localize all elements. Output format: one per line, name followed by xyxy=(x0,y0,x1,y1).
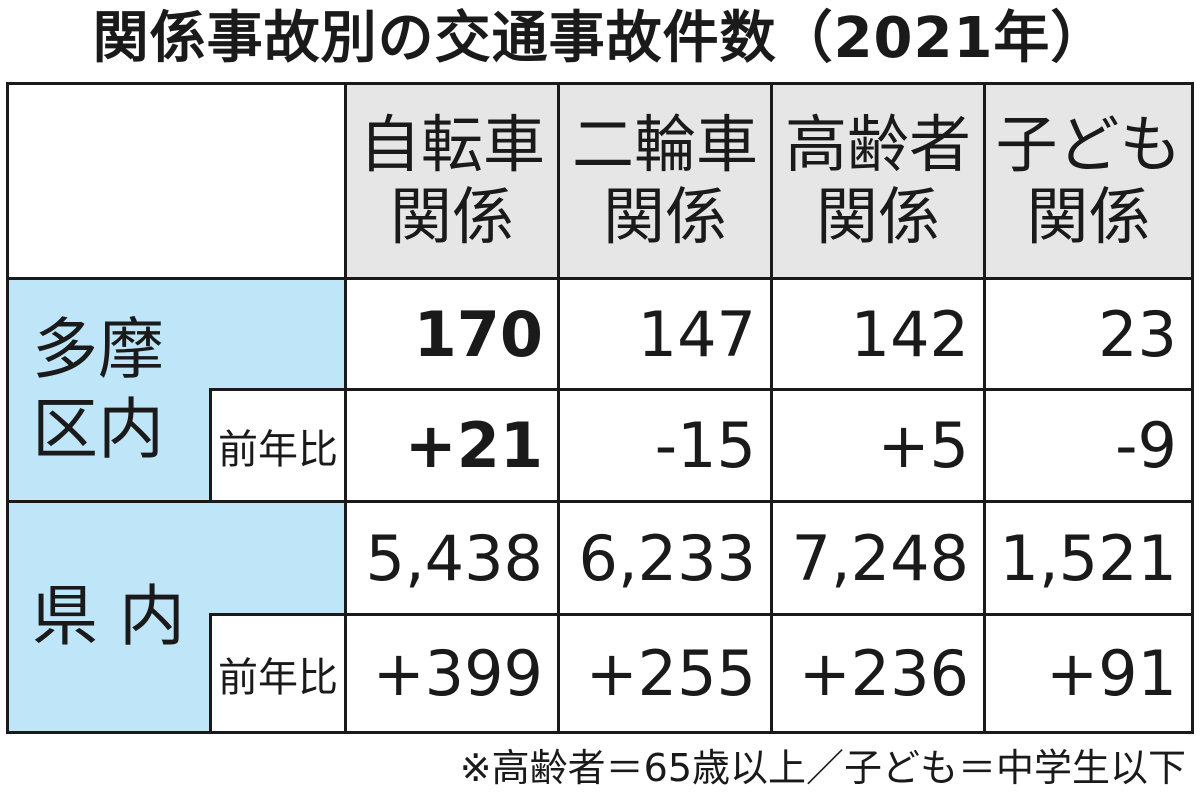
cell-value: 170 xyxy=(413,297,543,371)
table-cell: +399 xyxy=(344,613,560,734)
header-elderly: 高齢者 関係 xyxy=(770,82,986,280)
table-cell: 147 xyxy=(557,277,773,391)
header-line2: 関係 xyxy=(1026,180,1151,253)
region-ken-label: 県 内 xyxy=(32,500,185,734)
table-cell: 7,248 xyxy=(770,500,986,616)
header-line1: 自転車 xyxy=(358,108,545,181)
cell-value: +399 xyxy=(372,637,543,710)
header-line1: 子ども xyxy=(995,108,1182,181)
table-cell: 170 xyxy=(344,277,560,391)
cell-value: 23 xyxy=(1098,297,1177,371)
table-cell: 23 xyxy=(983,277,1194,391)
table-cell: +21 xyxy=(344,388,560,503)
region-label-line2: 区内 xyxy=(32,391,164,468)
cell-value: +5 xyxy=(877,409,969,482)
header-line2: 関係 xyxy=(815,180,940,253)
cell-value: +255 xyxy=(585,637,756,710)
table-cell: 1,521 xyxy=(983,500,1194,616)
corner-cell xyxy=(6,82,347,280)
cell-value: -9 xyxy=(1115,409,1177,482)
table-cell: +5 xyxy=(770,388,986,503)
accident-table: 自転車 関係 二輪車 関係 高齢者 関係 子ども 関係 多摩 区内 前年比 17… xyxy=(6,82,1194,734)
cell-value: +91 xyxy=(1046,637,1177,710)
table-cell: +236 xyxy=(770,613,986,734)
cell-value: 6,233 xyxy=(578,521,757,595)
page-title: 関係事故別の交通事故件数（2021年） xyxy=(92,6,1108,71)
header-bicycle: 自転車 関係 xyxy=(344,82,560,280)
yoy-label-text: 前年比 xyxy=(218,426,338,473)
table-cell: +91 xyxy=(983,613,1194,734)
cell-value: 5,438 xyxy=(365,521,544,595)
table-cell: 142 xyxy=(770,277,986,391)
table-cell: 5,438 xyxy=(344,500,560,616)
cell-value: 7,248 xyxy=(791,521,970,595)
header-line2: 関係 xyxy=(602,180,727,253)
footnote: ※高齢者＝65歳以上／子ども＝中学生以下 xyxy=(459,746,1186,790)
yoy-label-text: 前年比 xyxy=(218,654,338,701)
region-label: 県 内 xyxy=(32,578,185,655)
table-cell: 6,233 xyxy=(557,500,773,616)
table-cell: +255 xyxy=(557,613,773,734)
yoy-label-tama: 前年比 xyxy=(209,388,347,503)
cell-value: 142 xyxy=(850,297,969,371)
region-label-line1: 多摩 xyxy=(32,311,164,388)
cell-value: 147 xyxy=(637,297,756,371)
yoy-label-ken: 前年比 xyxy=(209,613,347,734)
header-motorcycle: 二輪車 関係 xyxy=(557,82,773,280)
table-cell: -9 xyxy=(983,388,1194,503)
cell-value: +236 xyxy=(798,637,969,710)
header-children: 子ども 関係 xyxy=(983,82,1194,280)
region-tama-label: 多摩 区内 xyxy=(32,277,164,503)
cell-value: 1,521 xyxy=(999,521,1178,595)
header-line1: 二輪車 xyxy=(571,108,758,181)
table-cell: -15 xyxy=(557,388,773,503)
cell-value: +21 xyxy=(404,409,543,482)
header-line1: 高齢者 xyxy=(784,108,971,181)
header-line2: 関係 xyxy=(389,180,514,253)
cell-value: -15 xyxy=(654,409,756,482)
